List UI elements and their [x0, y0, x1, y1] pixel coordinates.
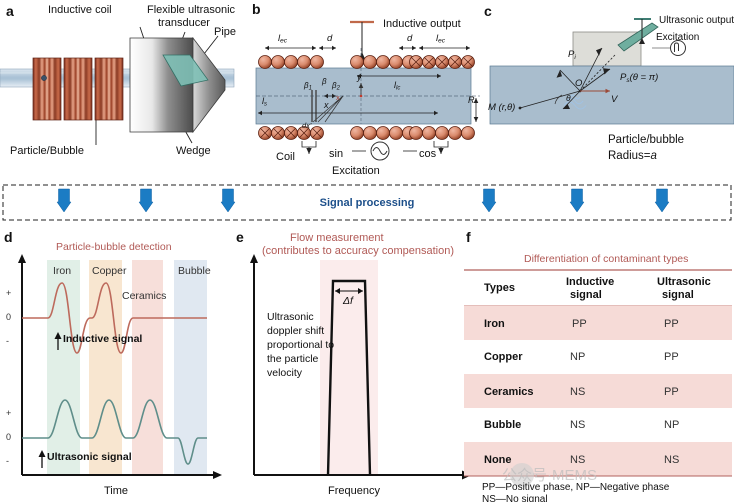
svg-text:d: d	[407, 33, 413, 44]
svg-text:lec: lec	[436, 33, 446, 45]
svg-text:Ps(θ = π): Ps(θ = π)	[620, 72, 658, 84]
svg-text:Flow measurement: Flow measurement	[290, 232, 384, 244]
svg-text:PP: PP	[664, 386, 679, 398]
svg-text:NS: NS	[570, 419, 585, 431]
svg-text:Radius=a: Radius=a	[608, 150, 657, 162]
svg-text:Copper: Copper	[92, 265, 127, 277]
svg-text:b: b	[252, 1, 261, 17]
svg-text:R: R	[468, 95, 475, 105]
svg-text:+: +	[6, 288, 11, 298]
svg-text:NS: NS	[570, 454, 585, 466]
svg-text:PP: PP	[572, 318, 587, 330]
svg-text:β: β	[321, 77, 327, 86]
svg-text:PP: PP	[664, 318, 679, 330]
svg-text:-: -	[6, 456, 9, 466]
svg-text:signal: signal	[570, 289, 602, 301]
svg-text:x: x	[323, 100, 329, 110]
svg-text:PP: PP	[664, 351, 679, 363]
svg-text:the particle: the particle	[267, 353, 319, 365]
svg-text:Ceramics: Ceramics	[484, 386, 534, 398]
svg-text:+: +	[6, 408, 11, 418]
svg-text:Inductive: Inductive	[566, 276, 614, 288]
svg-text:transducer: transducer	[158, 17, 210, 29]
svg-text:Flexible ultrasonic: Flexible ultrasonic	[147, 4, 236, 16]
svg-text:M (r,θ): M (r,θ)	[488, 102, 515, 113]
svg-text:Bubble: Bubble	[484, 419, 521, 431]
svg-text:0: 0	[6, 432, 11, 442]
svg-text:PP—Positive phase, NP—Negative: PP—Positive phase, NP—Negative phase	[482, 482, 670, 493]
svg-text:Excitation: Excitation	[332, 165, 380, 177]
svg-text:NS: NS	[664, 454, 679, 466]
svg-text:d: d	[327, 33, 333, 44]
svg-text:Types: Types	[484, 282, 515, 294]
svg-text:Particle-bubble detection: Particle-bubble detection	[56, 241, 172, 253]
svg-text:Ultrasonic signal: Ultrasonic signal	[47, 451, 132, 463]
svg-text:Ultrasonic output: Ultrasonic output	[659, 15, 734, 26]
svg-text:proportional to: proportional to	[267, 339, 334, 351]
svg-text:Copper: Copper	[484, 351, 523, 363]
svg-text:(contributes to accuracy compe: (contributes to accuracy compensation)	[262, 245, 454, 257]
svg-text:cos: cos	[419, 148, 437, 160]
svg-text:Inductive output: Inductive output	[383, 18, 461, 30]
svg-text:Particle/bubble: Particle/bubble	[608, 134, 684, 146]
svg-text:Ultrasonic: Ultrasonic	[657, 276, 711, 288]
svg-text:a: a	[6, 3, 14, 19]
svg-text:e: e	[236, 229, 244, 245]
svg-text:Ceramics: Ceramics	[122, 290, 166, 302]
svg-text:Signal processing: Signal processing	[320, 197, 415, 209]
svg-text:f: f	[466, 229, 471, 245]
svg-text:Inductive coil: Inductive coil	[48, 4, 112, 16]
svg-text:doppler shift: doppler shift	[267, 325, 324, 337]
svg-text:dx': dx'	[302, 121, 312, 130]
svg-text:0: 0	[6, 312, 11, 322]
svg-text:Bubble: Bubble	[178, 265, 211, 277]
svg-text:Iron: Iron	[53, 265, 71, 277]
svg-text:Pipe: Pipe	[214, 26, 236, 38]
svg-text:NP: NP	[570, 351, 585, 363]
svg-text:y: y	[356, 72, 362, 82]
svg-text:c: c	[484, 3, 492, 19]
svg-text:signal: signal	[662, 289, 694, 301]
svg-text:-: -	[6, 336, 9, 346]
svg-text:velocity: velocity	[267, 367, 303, 379]
svg-text:d: d	[4, 229, 13, 245]
svg-text:sin: sin	[329, 148, 343, 160]
svg-text:Coil: Coil	[276, 151, 295, 163]
svg-text:Differentiation of contaminant: Differentiation of contaminant types	[524, 253, 688, 265]
svg-text:x: x	[336, 93, 340, 102]
svg-text:None: None	[484, 454, 512, 466]
svg-text:NS—No signal: NS—No signal	[482, 494, 548, 502]
svg-text:Iron: Iron	[484, 318, 505, 330]
svg-text:lec: lec	[278, 33, 288, 45]
svg-text:Time: Time	[104, 485, 128, 497]
svg-text:Δf: Δf	[342, 295, 354, 307]
svg-text:Wedge: Wedge	[176, 145, 211, 157]
svg-text:Ultrasonic: Ultrasonic	[267, 311, 314, 323]
svg-text:Frequency: Frequency	[328, 485, 380, 497]
svg-text:NP: NP	[664, 419, 679, 431]
svg-text:Particle/Bubble: Particle/Bubble	[10, 145, 84, 157]
svg-text:NS: NS	[570, 386, 585, 398]
svg-text:Inductive signal: Inductive signal	[63, 333, 142, 345]
